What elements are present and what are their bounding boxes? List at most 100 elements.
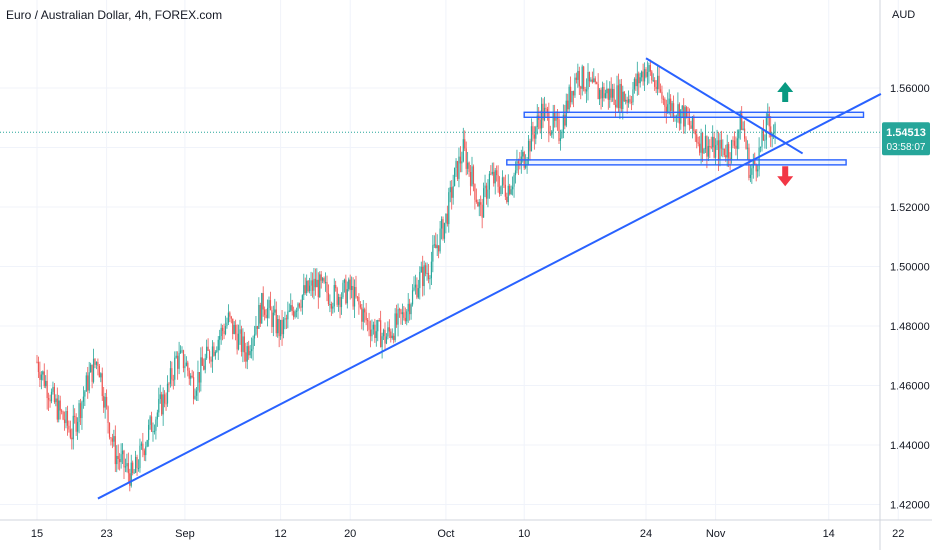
- candle-body: [541, 103, 543, 129]
- candle-body: [703, 149, 705, 154]
- candle-body: [175, 355, 177, 358]
- candle-body: [42, 371, 44, 375]
- candle-body: [251, 349, 253, 352]
- candle-body: [639, 77, 641, 84]
- candle-body: [584, 88, 586, 92]
- candle-body: [223, 330, 225, 335]
- candle-body: [491, 171, 493, 174]
- arrow-down-icon: [777, 166, 794, 187]
- candle-body: [245, 352, 247, 362]
- candle-body: [597, 83, 599, 100]
- candle-body: [317, 279, 319, 298]
- candle-body: [429, 278, 431, 280]
- candle-body: [227, 312, 229, 323]
- candle-body: [214, 351, 216, 356]
- candle-body: [459, 156, 461, 164]
- price-tag-value: 1.54513: [886, 127, 926, 139]
- candle-body: [166, 383, 169, 404]
- candle-body: [374, 324, 376, 338]
- candle-body: [368, 321, 370, 330]
- candle-body: [497, 175, 499, 187]
- candle-body: [603, 86, 605, 98]
- candle-body: [665, 106, 667, 113]
- candle-body: [65, 410, 67, 424]
- support-zone[interactable]: [506, 159, 847, 166]
- resistance-zone[interactable]: [523, 111, 865, 118]
- candle-body: [323, 278, 325, 283]
- candle-body: [672, 103, 675, 118]
- candle-body: [123, 450, 125, 468]
- candle-body: [55, 398, 57, 403]
- candle-body: [230, 316, 232, 319]
- candle-body: [471, 166, 473, 186]
- candle-body: [274, 309, 276, 313]
- candle-body: [773, 133, 775, 135]
- candle-body: [556, 117, 559, 120]
- candle-body: [768, 113, 770, 127]
- candle-body: [632, 89, 634, 103]
- candle-body: [149, 416, 151, 425]
- candle-body: [543, 107, 546, 121]
- ascending-trendline[interactable]: [97, 93, 882, 500]
- candle-body: [725, 155, 727, 158]
- candle-body: [423, 265, 425, 287]
- candle-body: [487, 189, 489, 199]
- candle-body: [761, 130, 763, 147]
- candle-body: [590, 79, 592, 82]
- candle-body: [146, 440, 148, 447]
- candle-body: [494, 170, 496, 184]
- descending-trendline[interactable]: [645, 57, 804, 155]
- candle-body: [78, 403, 80, 422]
- candle-body: [297, 303, 299, 311]
- candle-body: [409, 303, 411, 315]
- candle-body: [762, 130, 765, 141]
- candle-body: [646, 72, 649, 77]
- candle-body: [104, 396, 106, 408]
- candle-body: [377, 320, 379, 332]
- candle-body: [559, 138, 562, 141]
- candle-body: [309, 285, 311, 292]
- x-tick-label: 15: [31, 528, 43, 540]
- candle-body: [135, 456, 137, 473]
- candle-body: [728, 144, 730, 158]
- candle-body: [397, 309, 399, 325]
- price-tag-box: [882, 122, 930, 156]
- candle-body: [700, 132, 702, 153]
- candle-body: [174, 357, 176, 380]
- candle-body: [406, 311, 408, 322]
- candle-body: [449, 187, 451, 193]
- candle-body: [722, 148, 724, 150]
- candle-body: [236, 333, 238, 350]
- candle-body: [332, 306, 334, 309]
- candle-body: [349, 279, 351, 291]
- candle-body: [403, 312, 405, 318]
- candle-body: [371, 329, 373, 337]
- candle-body: [130, 462, 132, 486]
- candle-body: [477, 201, 479, 207]
- candle-body: [258, 304, 260, 329]
- candle-body: [588, 71, 591, 82]
- candle-body: [300, 306, 302, 308]
- candle-body: [645, 69, 647, 77]
- candle-body: [129, 473, 131, 486]
- candle-body: [352, 285, 354, 307]
- candle-body: [578, 70, 580, 87]
- candle-body: [313, 278, 315, 291]
- candle-body: [413, 287, 415, 291]
- candle-body: [280, 319, 282, 337]
- candle-body: [469, 171, 472, 186]
- candle-body: [256, 326, 258, 329]
- y-tick-label: 1.56000: [890, 83, 930, 95]
- candle-body: [211, 346, 214, 362]
- candle-body: [614, 104, 617, 108]
- candle-body: [745, 138, 747, 149]
- candle-body: [558, 119, 560, 141]
- candle-body: [442, 219, 444, 239]
- candle-body: [48, 398, 50, 400]
- candle-body: [490, 173, 492, 175]
- candle-body: [759, 146, 762, 148]
- candle-body: [546, 108, 548, 113]
- candle-body: [764, 139, 766, 141]
- candle-body: [484, 185, 486, 189]
